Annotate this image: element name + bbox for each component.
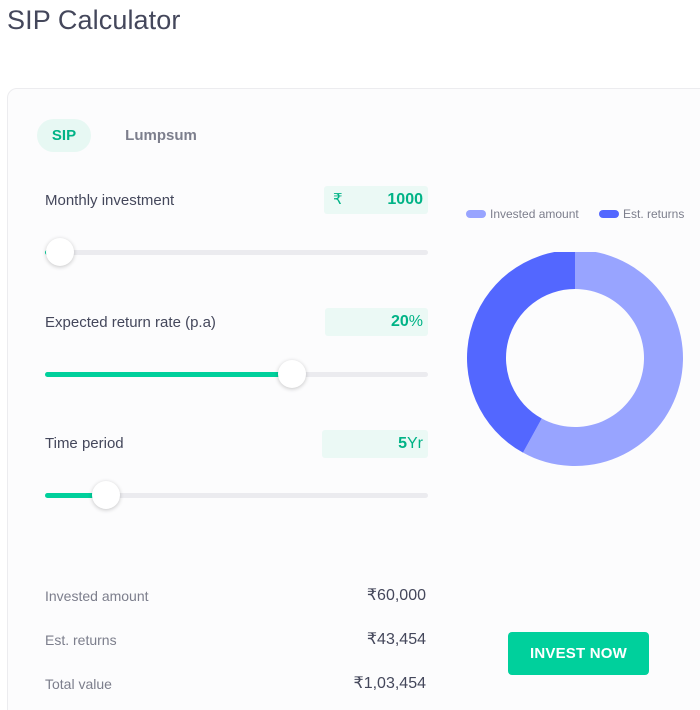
legend-swatch-invested (466, 209, 486, 218)
return-rate-unit: % (408, 313, 423, 330)
tab-sip[interactable]: SIP (37, 119, 91, 152)
legend-label-invested: Invested amount (490, 207, 579, 221)
return-rate-value: 20% (390, 313, 423, 330)
return-rate-label: Expected return rate (p.a) (45, 314, 216, 331)
legend-swatch-returns (599, 209, 619, 218)
time-period-value: 5Yr (398, 435, 423, 452)
summary-value-total: ₹1,03,454 (353, 675, 426, 692)
donut-chart (467, 252, 683, 466)
return-rate-slider[interactable] (45, 360, 428, 388)
time-period-unit: Yr (407, 435, 423, 452)
summary-label-total: Total value (45, 676, 112, 692)
donut-slice-returns (467, 252, 575, 453)
time-period-input[interactable]: 5Yr (322, 430, 428, 458)
legend-returns: Est. returns (599, 206, 684, 222)
legend-invested: Invested amount (466, 206, 579, 222)
monthly-investment-label: Monthly investment (45, 192, 175, 209)
tab-lumpsum[interactable]: Lumpsum (125, 127, 197, 144)
time-period-slider-thumb[interactable] (92, 481, 121, 509)
time-period-slider-fill (45, 493, 107, 498)
legend-label-returns: Est. returns (623, 207, 685, 221)
monthly-investment-input[interactable]: ₹ 1000 (324, 186, 428, 214)
monthly-investment-slider-thumb[interactable] (46, 238, 75, 266)
monthly-investment-value: 1000 (387, 191, 423, 208)
donut-slice-invested (522, 252, 683, 466)
return-rate-input[interactable]: 20% (325, 308, 428, 336)
summary-label-returns: Est. returns (45, 632, 117, 648)
time-period-label: Time period (45, 435, 124, 452)
invest-now-button[interactable]: INVEST NOW (508, 632, 649, 675)
summary-value-invested: ₹60,000 (366, 587, 426, 604)
return-rate-slider-fill (45, 372, 293, 377)
monthly-investment-slider[interactable] (45, 238, 428, 266)
return-rate-slider-thumb[interactable] (278, 360, 307, 388)
summary-label-invested: Invested amount (45, 588, 149, 604)
page-title: SIP Calculator (7, 5, 181, 35)
summary-value-returns: ₹43,454 (366, 631, 426, 648)
rupee-icon: ₹ (333, 191, 343, 208)
time-period-slider[interactable] (45, 481, 428, 509)
